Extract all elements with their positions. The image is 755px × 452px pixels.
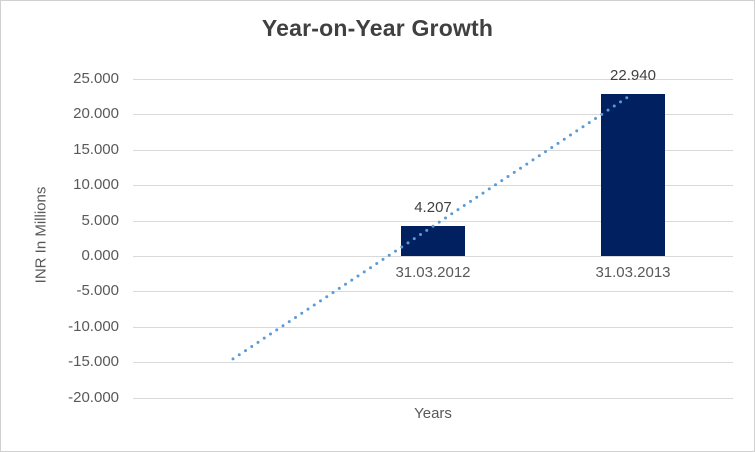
y-tick-label: 5.000	[81, 211, 119, 229]
bar-value-label: 4.207	[414, 199, 452, 217]
y-tick-label: 0.000	[81, 247, 119, 264]
y-tick-label: -10.000	[68, 317, 119, 335]
y-tick-label: -5.000	[76, 282, 119, 300]
bar	[401, 226, 465, 256]
category-label: 31.03.2012	[395, 264, 471, 281]
bar-value-label: 22.940	[610, 66, 656, 84]
gridline	[133, 291, 733, 293]
x-axis-title: Years	[414, 405, 452, 422]
y-tick-label: 20.000	[73, 105, 119, 123]
y-tick-label: 15.000	[73, 140, 119, 158]
gridline	[133, 79, 733, 80]
bar	[601, 93, 665, 256]
chart-title: Year-on-Year Growth	[261, 15, 494, 41]
gridline	[133, 256, 733, 257]
gridline	[133, 362, 733, 364]
y-tick-label: -20.000	[68, 388, 119, 406]
gridline	[133, 397, 733, 399]
y-tick-label: -15.000	[68, 353, 119, 371]
gridline	[133, 326, 733, 328]
y-axis-title: INR In Millions	[32, 186, 50, 284]
y-tick-label: 10.000	[73, 176, 119, 194]
category-label: 31.03.2013	[595, 264, 671, 281]
y-tick-label: 25.000	[73, 70, 119, 87]
